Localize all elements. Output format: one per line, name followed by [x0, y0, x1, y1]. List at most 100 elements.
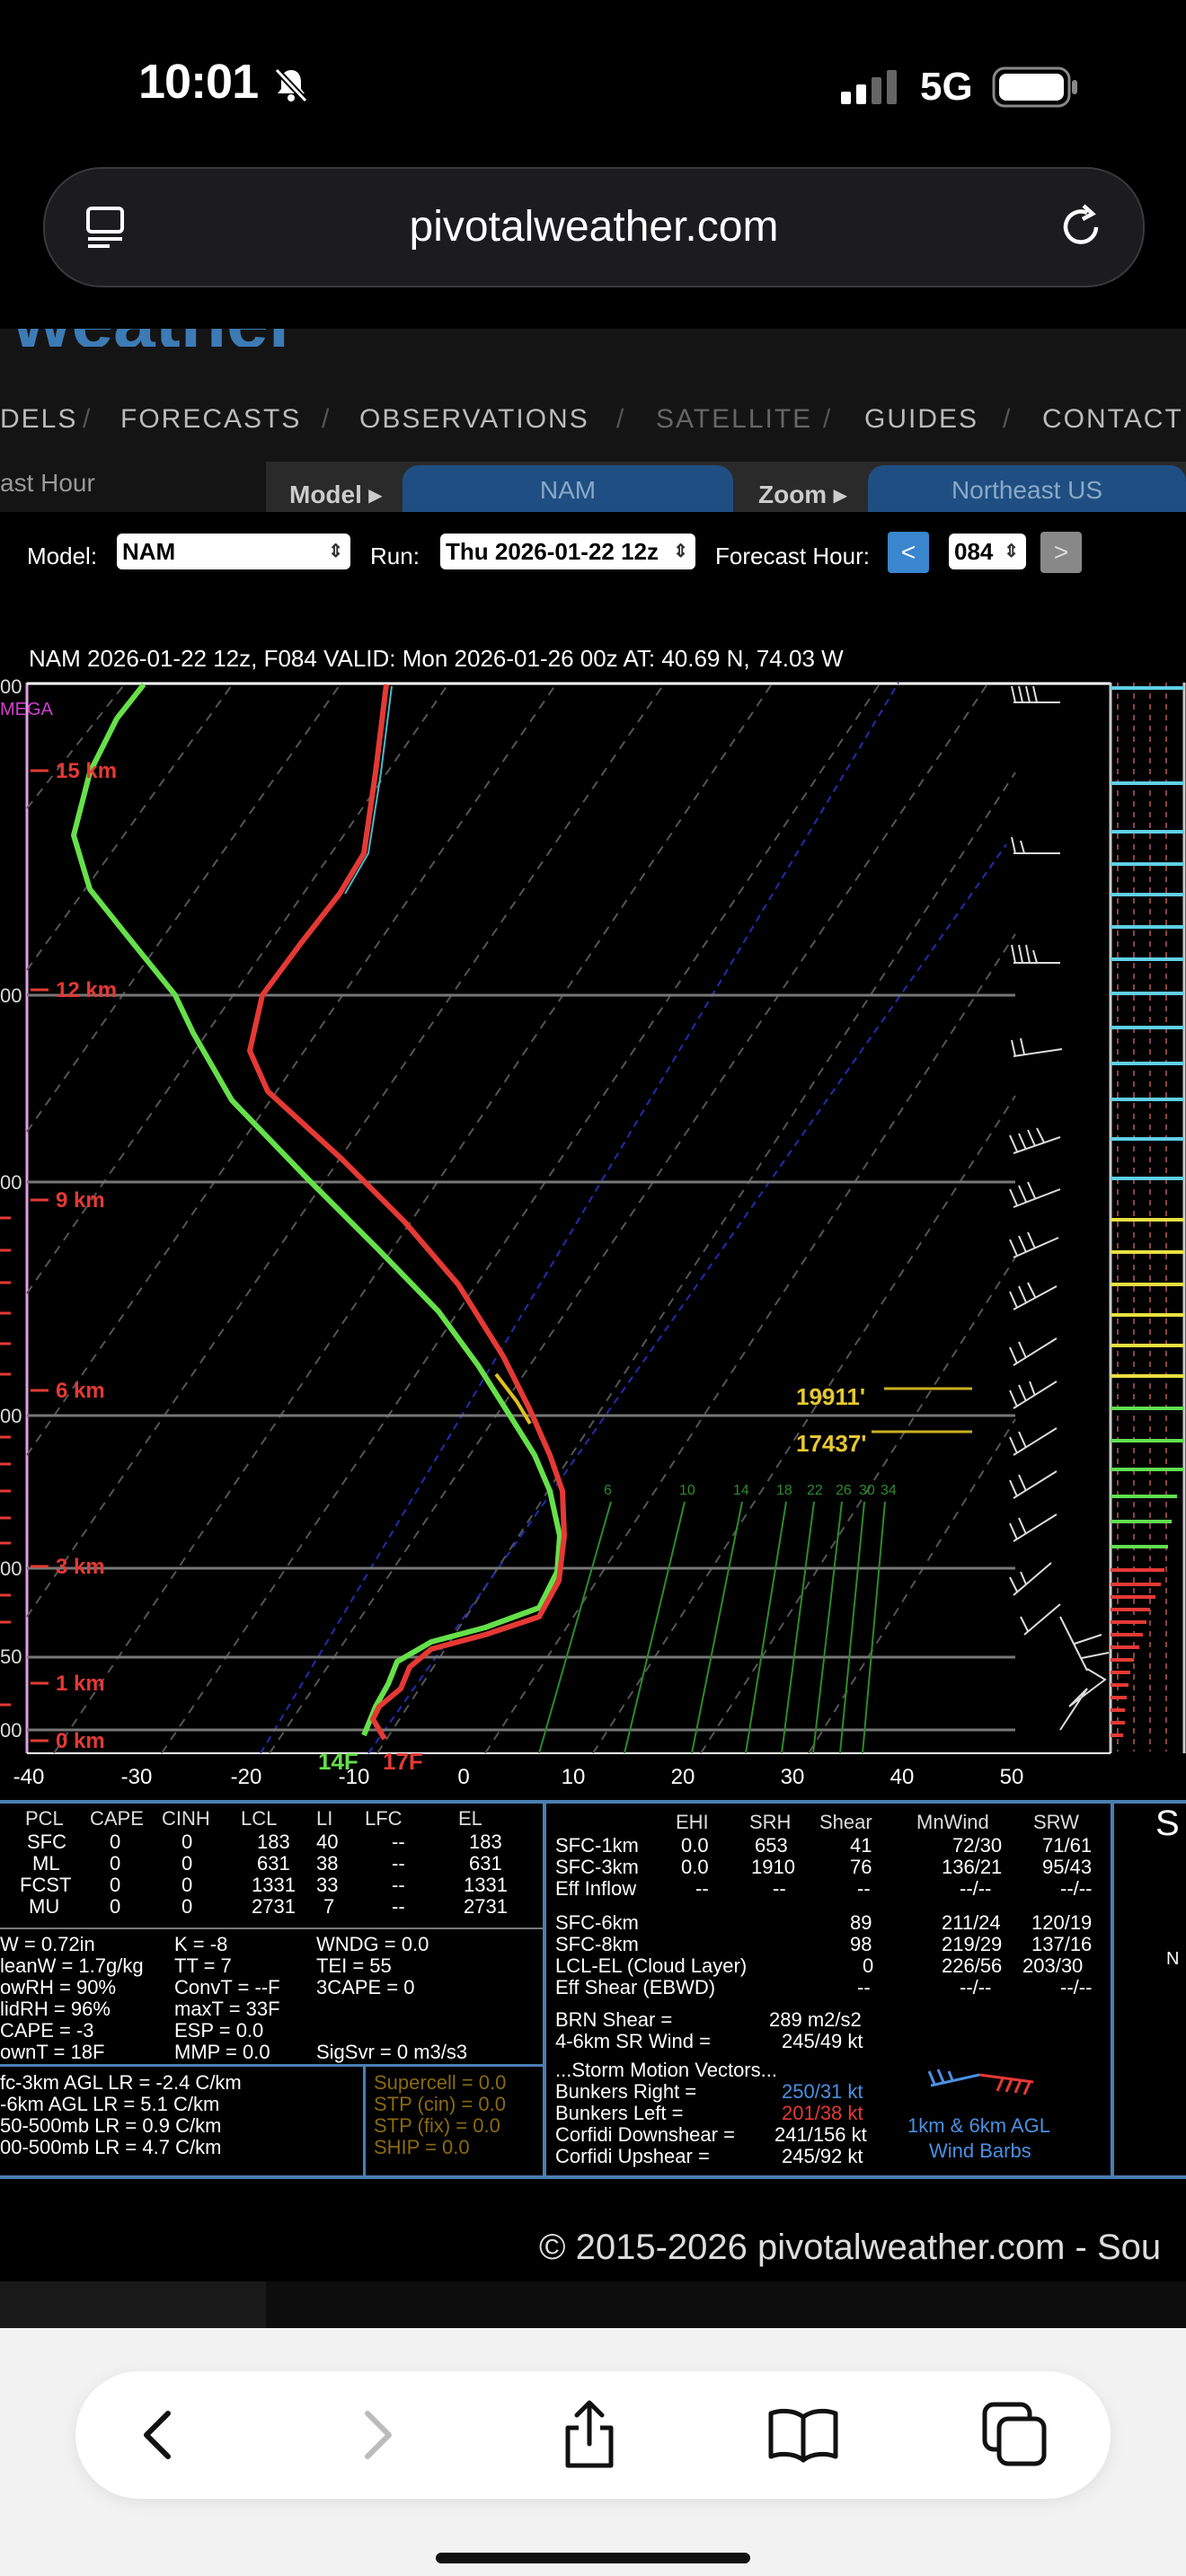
back-icon[interactable] [113, 2371, 203, 2499]
footer-copyright: © 2015-2026 pivotalweather.com - Sou [539, 2228, 1162, 2267]
barbs-caption: Wind Barbs [929, 2139, 1031, 2162]
svg-text:00: 00 [0, 1719, 22, 1742]
parcel-cell: FCST [20, 1874, 72, 1896]
zoom-tab-value[interactable]: Northeast US [868, 465, 1186, 516]
mr-label: 34 [881, 1483, 897, 1498]
shear-cell: 98 [850, 1933, 872, 1955]
composite-index: Supercell = 0.0 [374, 2071, 507, 2094]
height-label: 6 km [56, 1379, 105, 1403]
svg-text:00: 00 [0, 1405, 22, 1427]
select-arrows-icon: ⇕ [328, 542, 343, 561]
site-header [0, 329, 1186, 463]
shear-cell: 136/21 [942, 1856, 1003, 1878]
barbs-legend-icon [925, 2062, 1042, 2104]
omega-label: MEGA [0, 700, 54, 719]
shear-cell: LCL-EL (Cloud Layer) [555, 1954, 748, 1977]
shear-cell: -- [857, 1877, 871, 1900]
model-select[interactable]: NAM ⇕ [117, 534, 350, 569]
address-bar[interactable]: pivotalweather.com [43, 167, 1145, 287]
level-marker: 19911' [796, 1383, 865, 1410]
parcel-header: CAPE [90, 1807, 144, 1830]
surface-dewpoint: 14F [318, 1748, 358, 1775]
shear-cell: 653 [755, 1834, 788, 1857]
reload-icon[interactable] [1057, 203, 1105, 256]
parcel-header: LFC [365, 1807, 403, 1830]
svg-text:20: 20 [671, 1765, 695, 1789]
parcel-cell: -- [392, 1831, 405, 1853]
bookmarks-icon[interactable] [758, 2371, 848, 2499]
index-value: ownT = 18F [0, 2041, 105, 2063]
parcel-header: LI [316, 1807, 333, 1830]
isotherms [260, 682, 1007, 1754]
index-value: WNDG = 0.0 [316, 1933, 429, 1955]
index-value: owRH = 90% [0, 1976, 117, 1998]
shear-cell: --/-- [1060, 1976, 1093, 1998]
url-text[interactable]: pivotalweather.com [409, 203, 779, 251]
shear-cell: 219/29 [942, 1933, 1003, 1955]
nav-models[interactable]: DELS [0, 404, 78, 434]
svg-text:00: 00 [0, 1557, 22, 1580]
prev-hour-button[interactable]: < [888, 532, 929, 573]
omega-bars [1111, 683, 1184, 1751]
site-logo[interactable]: weather [13, 329, 297, 347]
composite-index: STP (cin) = 0.0 [374, 2093, 506, 2115]
network-label: 5G [920, 65, 973, 109]
run-label: Run: [370, 543, 420, 569]
parcel-cell: 631 [469, 1852, 502, 1875]
shear-header: MnWind [916, 1811, 989, 1833]
dewpoint-profile [71, 683, 562, 1737]
shear-cell: 0.0 [681, 1834, 709, 1857]
shear-header: SRW [1033, 1811, 1079, 1833]
index-value: ESP = 0.0 [174, 2019, 264, 2042]
tabs-icon[interactable] [970, 2371, 1060, 2499]
share-icon[interactable] [544, 2371, 634, 2499]
parcel-cell: 631 [257, 1852, 290, 1875]
next-hour-button[interactable]: > [1040, 532, 1082, 573]
barbs-caption: 1km & 6km AGL [907, 2114, 1050, 2137]
model-tab-value[interactable]: NAM [403, 465, 733, 516]
parcel-cell: 0 [181, 1831, 193, 1853]
shear-cell: 76 [850, 1856, 872, 1878]
index-value: K = -8 [174, 1933, 228, 1955]
nav-guides[interactable]: GUIDES [864, 404, 979, 434]
forecast-hour-select[interactable]: 084 ⇕ [949, 534, 1026, 569]
mute-icon [271, 65, 311, 109]
parcel-cell: 0 [181, 1874, 193, 1896]
nav-contact[interactable]: CONTACT [1042, 404, 1183, 434]
corfidi-down-label: Corfidi Downshear = [555, 2123, 735, 2146]
parcel-cell: 2731 [252, 1895, 296, 1918]
select-arrows-icon: ⇕ [1004, 542, 1019, 561]
forward-icon[interactable] [332, 2371, 422, 2499]
product-tabs: ast Hour Model ▸ NAM Zoom ▸ Northeast US [0, 462, 1186, 516]
nav-satellite[interactable]: SATELLITE [656, 404, 813, 434]
brn-label: BRN Shear = [555, 2008, 673, 2031]
shear-header: SRH [749, 1811, 792, 1833]
surface-temp: 17F [383, 1748, 423, 1775]
index-value: MMP = 0.0 [174, 2041, 270, 2063]
shear-cell: 211/24 [942, 1911, 1001, 1934]
lapse-rate: -6km AGL LR = 5.1 C/km [0, 2093, 220, 2115]
mr-label: 18 [776, 1483, 792, 1498]
shear-cell: 0 [863, 1954, 874, 1977]
parcel-cell: 33 [316, 1874, 339, 1896]
nav-observations[interactable]: OBSERVATIONS [359, 404, 589, 434]
shear-cell: Eff Shear (EBWD) [555, 1976, 716, 1998]
bunkers-right-value: 250/31 kt [782, 2080, 863, 2103]
parcel-cell: 0 [110, 1874, 121, 1896]
tab-last-hour[interactable]: ast Hour [0, 469, 95, 497]
parcel-cell: SFC [27, 1831, 66, 1853]
index-value: W = 0.72in [0, 1933, 95, 1955]
index-value: TT = 7 [174, 1954, 232, 1977]
mr-label: 30 [859, 1483, 875, 1498]
height-labels: 15 km 12 km 9 km 6 km 3 km 1 km 0 km [56, 759, 117, 1753]
svg-text:50: 50 [0, 1645, 22, 1668]
parcel-header: PCL [25, 1807, 64, 1830]
height-lines [27, 993, 1015, 1732]
shear-cell: SFC-1km [555, 1834, 639, 1857]
shear-header: EHI [676, 1811, 709, 1833]
reader-icon[interactable] [83, 203, 131, 256]
run-select[interactable]: Thu 2026-01-22 12z ⇕ [440, 534, 695, 569]
nav-forecasts[interactable]: FORECASTS [120, 404, 302, 434]
lapse-rate: fc-3km AGL LR = -2.4 C/km [0, 2071, 242, 2094]
temperature-profile [247, 684, 567, 1741]
